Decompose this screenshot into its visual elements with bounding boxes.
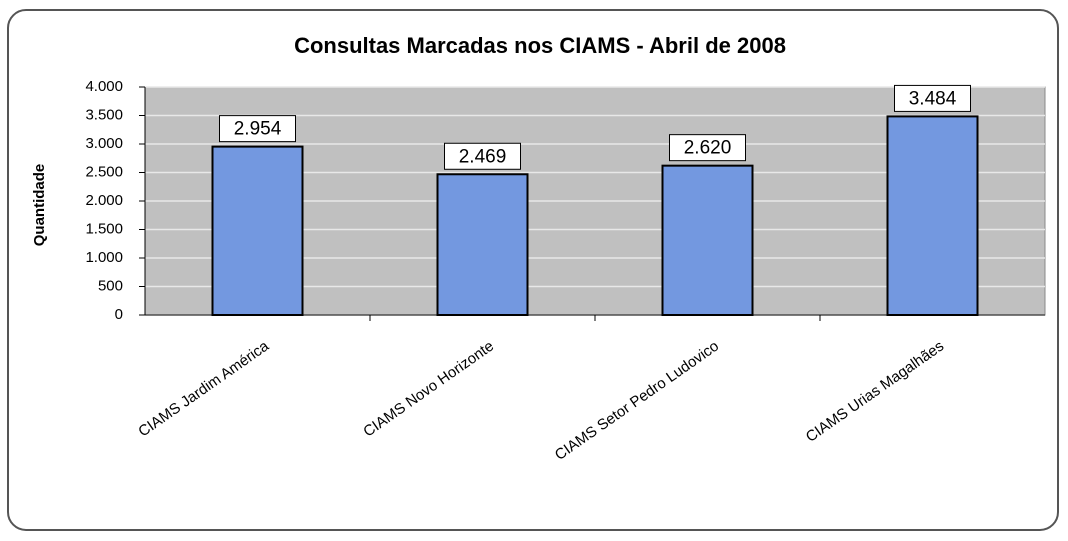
value-label-box xyxy=(669,134,746,162)
y-tick-label: 2.500 xyxy=(85,163,123,180)
bar xyxy=(436,173,529,316)
value-label-box xyxy=(894,84,971,112)
y-tick-label: 2.000 xyxy=(85,192,123,209)
chart-title: Consultas Marcadas nos CIAMS - Abril de … xyxy=(294,33,786,58)
bar xyxy=(661,164,754,316)
y-tick-label: 1.000 xyxy=(85,249,123,266)
y-tick-label: 0 xyxy=(115,306,123,323)
y-tick-label: 1.500 xyxy=(85,220,123,237)
value-label: 2.469 xyxy=(459,146,507,167)
value-label: 3.484 xyxy=(909,88,957,109)
bar xyxy=(886,115,979,316)
y-tick-label: 4.000 xyxy=(85,78,123,95)
y-tick-label: 3.500 xyxy=(85,106,123,123)
value-label: 2.954 xyxy=(234,119,282,140)
y-axis-label: Quantidade xyxy=(31,164,48,247)
value-label-box xyxy=(444,142,521,170)
value-label-box xyxy=(219,115,296,143)
bar xyxy=(211,145,304,316)
y-tick-label: 500 xyxy=(98,277,123,294)
y-tick-label: 3.000 xyxy=(85,135,123,152)
value-label: 2.620 xyxy=(684,138,732,159)
